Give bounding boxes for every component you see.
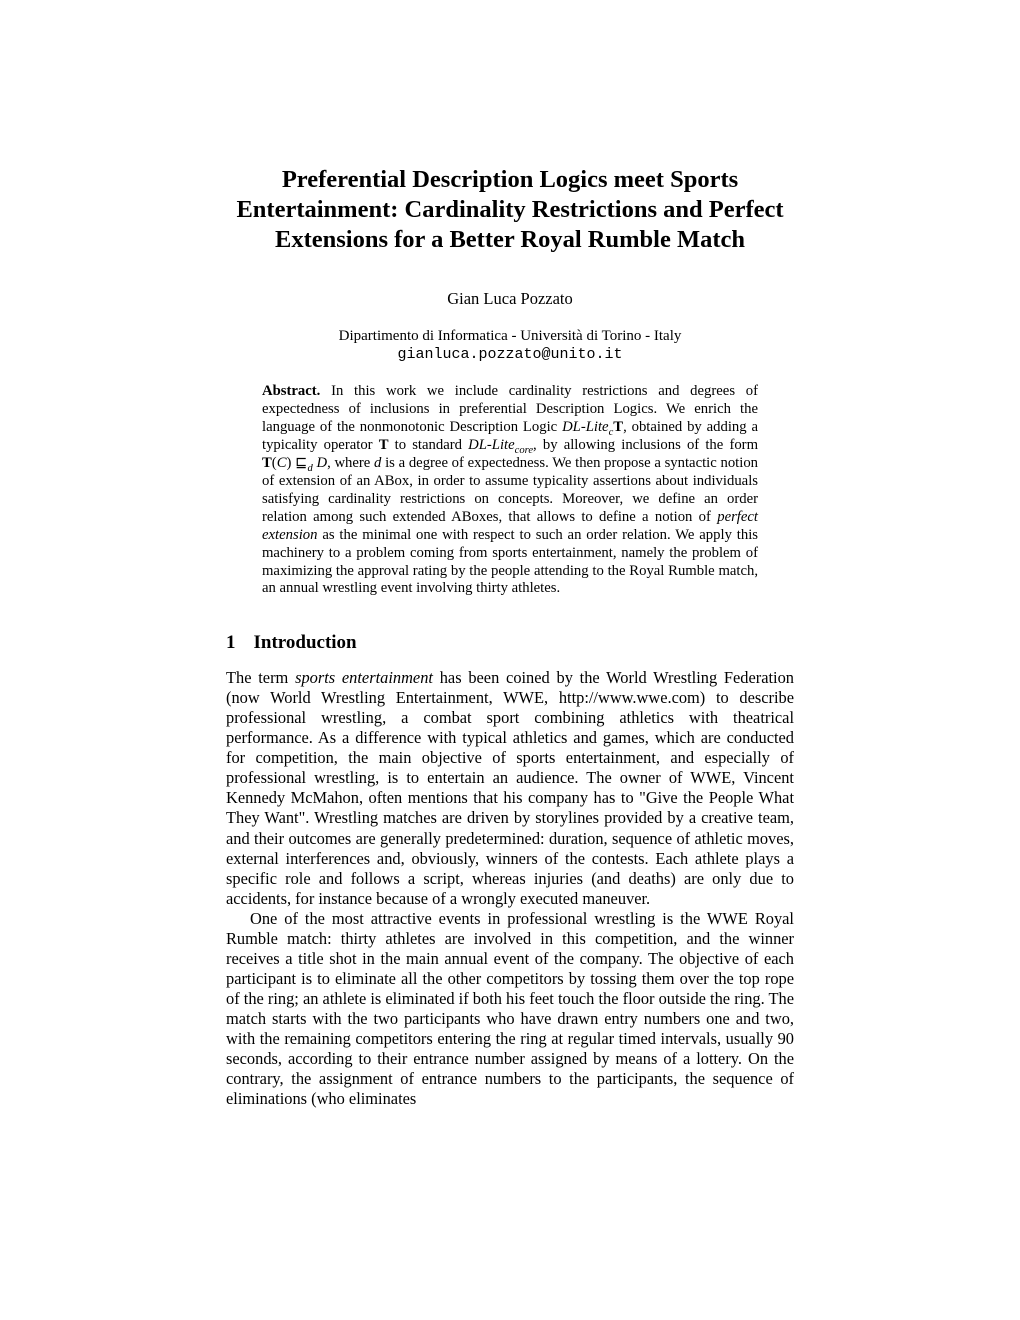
abstract-text-5: , where <box>327 455 374 471</box>
intro-p1-b: has been coined by the World Wrestling F… <box>226 668 794 907</box>
author-email: gianluca.pozzato@unito.it <box>226 346 794 363</box>
paper-page: Preferential Description Logics meet Spo… <box>226 165 794 1109</box>
abstract-text-7: as the minimal one with respect to such … <box>262 527 758 597</box>
abstract-TC: T <box>262 455 272 471</box>
intro-paragraph-2: One of the most attractive events in pro… <box>226 909 794 1109</box>
title-line-1: Preferential Description Logics meet Spo… <box>282 166 738 193</box>
intro-paragraph-1: The term sports entertainment has been c… <box>226 668 794 908</box>
abstract-text-3: to standard <box>389 437 469 453</box>
section-title: Introduction <box>254 632 357 653</box>
abstract-T: T <box>613 419 623 435</box>
affiliation: Dipartimento di Informatica - Università… <box>226 327 794 347</box>
section-heading-intro: 1 Introduction <box>226 632 794 654</box>
abstract-dllite-core: DL-Lite <box>468 437 515 453</box>
abstract-text-4: , by allowing inclusions of the form <box>533 437 758 453</box>
title-line-3: Extensions for a Better Royal Rumble Mat… <box>275 226 745 253</box>
intro-sports-ent: sports entertainment <box>295 668 433 687</box>
abstract-T2: T <box>379 437 389 453</box>
intro-p1-a: The term <box>226 668 295 687</box>
abstract-C: C <box>277 455 287 471</box>
title-line-2: Entertainment: Cardinality Restrictions … <box>236 196 783 223</box>
abstract-sqsub: ⊑ <box>291 455 307 471</box>
abstract-label: Abstract. <box>262 383 320 399</box>
section-number: 1 <box>226 632 236 654</box>
abstract-dllite-c: DL-Lite <box>562 419 609 435</box>
abstract-D: D <box>313 455 327 471</box>
abstract-block: Abstract. In this work we include cardin… <box>262 383 758 598</box>
paper-title: Preferential Description Logics meet Spo… <box>226 165 794 255</box>
author-name: Gian Luca Pozzato <box>226 289 794 309</box>
